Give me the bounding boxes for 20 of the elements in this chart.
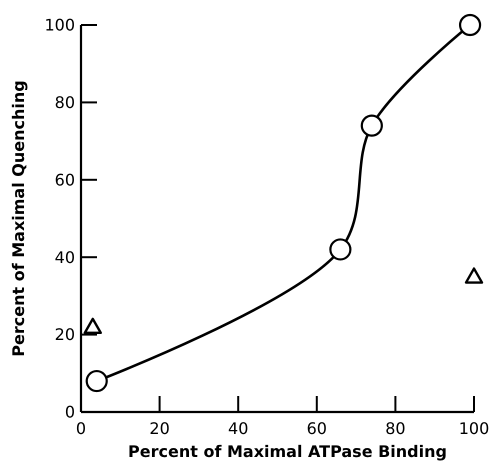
point [86, 370, 108, 392]
point [464, 267, 484, 284]
x-axis-title: Percent of Maximal ATPase Binding [128, 442, 447, 461]
y-tick-label: 0 [64, 402, 75, 422]
y-tick-label: 40 [54, 248, 75, 267]
x-tick-label: 0 [76, 419, 86, 438]
x-tick-label: 60 [306, 419, 327, 438]
point [84, 318, 102, 334]
x-tick-label: 80 [385, 419, 406, 438]
x-tick-label: 100 [458, 419, 490, 438]
point [329, 238, 352, 261]
y-tick-label: 80 [54, 93, 75, 112]
y-tick-label: 20 [54, 325, 75, 344]
y-tick-label: 100 [44, 16, 75, 35]
x-tick-label: 20 [149, 419, 170, 438]
y-axis-title: Percent of Maximal Quenching [9, 80, 28, 357]
point [360, 114, 383, 137]
x-tick-label: 40 [228, 419, 248, 438]
point [458, 14, 482, 36]
y-tick-label: 60 [54, 170, 75, 190]
